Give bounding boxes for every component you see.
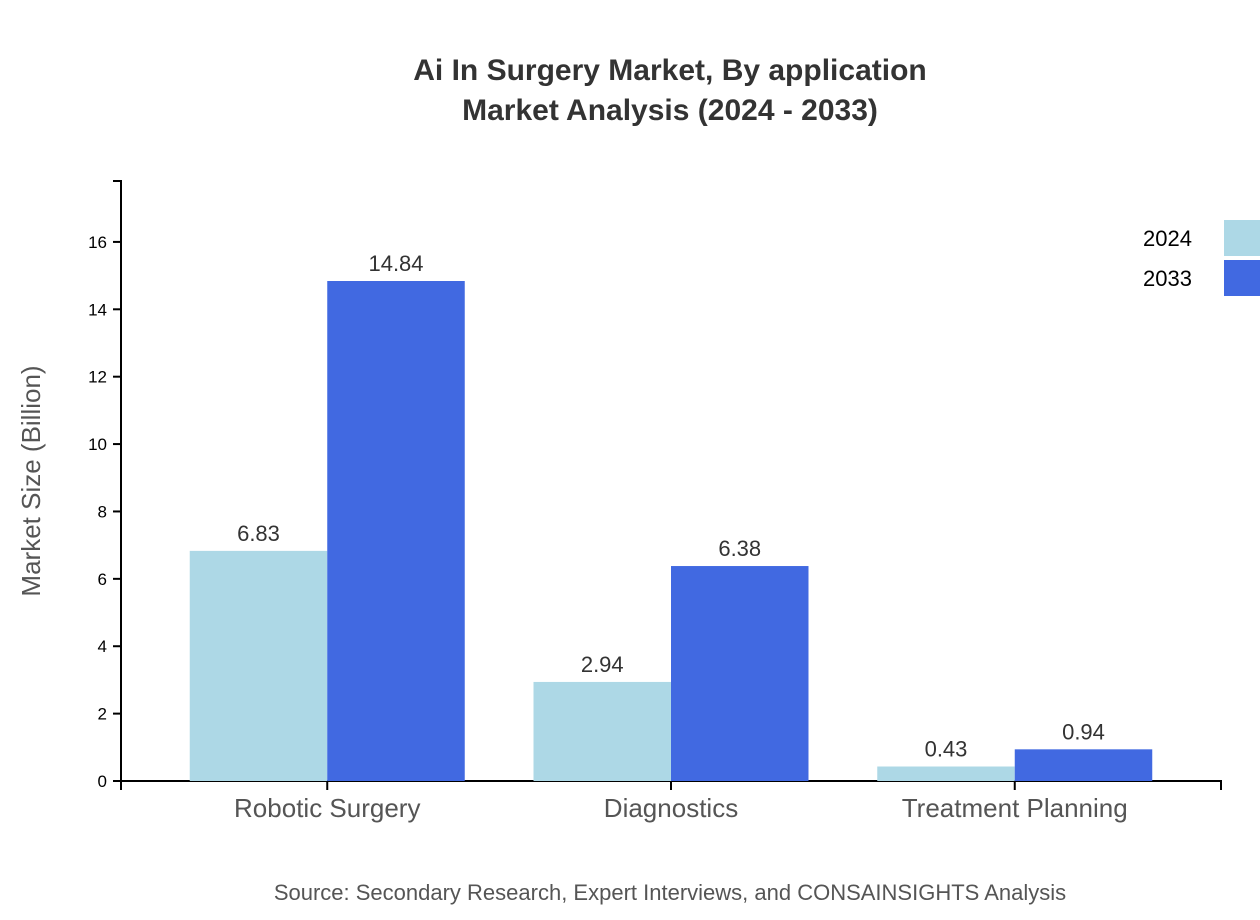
y-axis: 0 2 4 6 8 10 12 14 16 [88,180,122,791]
data-label: 14.84 [368,251,423,276]
y-tick-label: 4 [98,637,107,656]
y-tick-label: 2 [98,705,107,724]
y-tick-label: 14 [88,300,107,319]
bar-2033 [327,281,465,781]
x-axis: Robotic Surgery Diagnostics Treatment Plan… [120,780,1222,823]
legend-label: 2024 [1143,226,1192,251]
data-label: 6.38 [718,536,761,561]
data-label: 0.43 [925,737,968,762]
y-tick-label: 10 [88,435,107,454]
bar-2024 [533,681,671,781]
y-tick-label: 6 [98,570,107,589]
chart-title: Ai In Surgery Market, By application [413,54,926,87]
y-axis-line [113,180,122,782]
legend: 2024 2033 [1143,220,1260,296]
legend-swatch [1224,260,1260,296]
data-label: 2.94 [581,652,624,677]
x-tick-label: Treatment Planning [902,793,1128,823]
source-note: Source: Secondary Research, Expert Inter… [274,880,1066,905]
bar-2024 [877,766,1015,781]
data-label: 6.83 [237,521,280,546]
bar-2024 [189,550,328,781]
x-tick-label: Diagnostics [604,793,738,823]
y-tick-label: 16 [88,233,107,252]
legend-swatch [1224,220,1260,256]
y-tick-label: 8 [98,502,107,521]
bar-2033 [671,566,809,781]
y-axis-label: Market Size (Billion) [16,365,46,596]
bar-2033 [1014,749,1153,781]
x-tick-label: Robotic Surgery [234,793,420,823]
data-label: 0.94 [1062,719,1105,744]
legend-label: 2033 [1143,266,1192,291]
y-tick-label: 12 [88,368,107,387]
chart-subtitle: Market Analysis (2024 - 2033) [462,94,878,127]
y-tick-label: 0 [98,772,107,791]
bars: 6.83 14.84 2.94 6.38 0.43 0.94 [189,251,1153,781]
